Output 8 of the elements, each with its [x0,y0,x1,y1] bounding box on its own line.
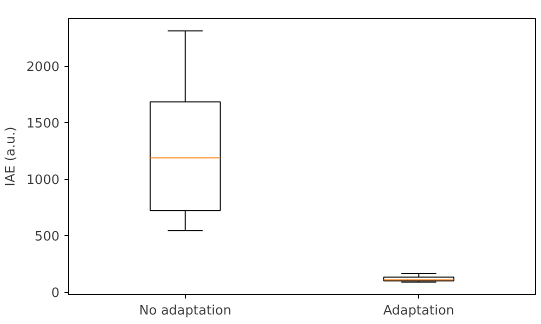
x-tick-label: Adaptation [383,304,454,318]
y-tick-label: 500 [34,230,60,245]
y-tick-label: 0 [51,286,60,302]
x-tick-label: No adaptation [139,304,232,318]
y-tick-label: 2000 [26,60,60,76]
y-axis-title: IAE (a.u.) [3,126,18,186]
y-tick-label: 1000 [26,173,60,188]
y-tick-label: 1500 [26,116,60,132]
